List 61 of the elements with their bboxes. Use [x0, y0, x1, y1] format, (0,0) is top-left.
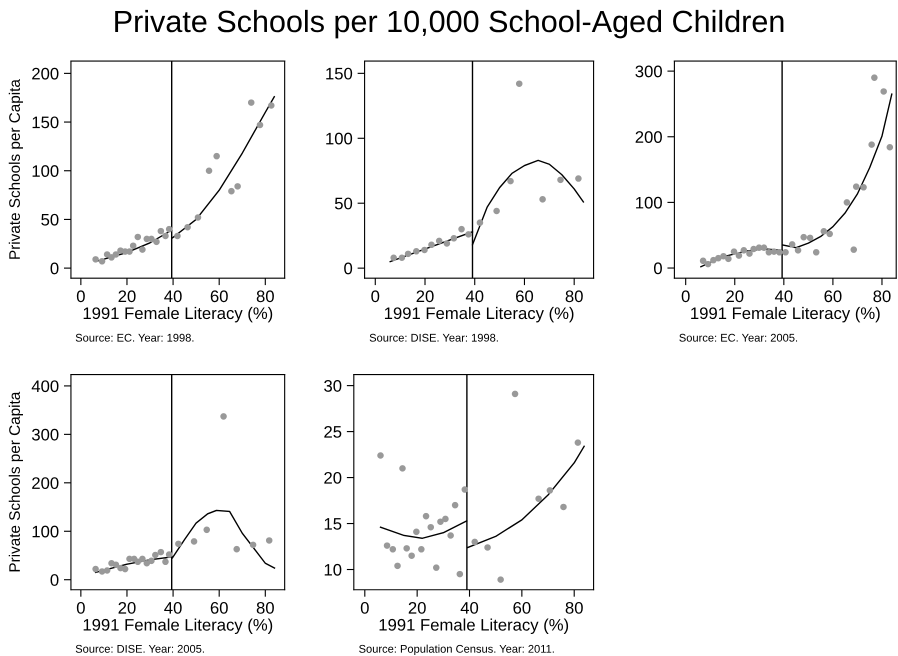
y-tick-label: 30 [324, 380, 342, 392]
x-tick-label: 40 [164, 602, 182, 614]
x-tick-label: 20 [118, 602, 136, 614]
x-tick-label: 40 [164, 290, 182, 302]
x-tick-label: 80 [566, 602, 583, 614]
y-axis-title: Private Schools per Capita [8, 79, 23, 259]
y-tick-label: 100 [32, 526, 58, 538]
y-tick-label: 150 [326, 68, 352, 80]
x-tick-label: 60 [210, 290, 228, 302]
y-tick-label: 50 [334, 198, 352, 210]
y-axis-title: Private Schools per Capita [8, 392, 23, 572]
x-tick-label: 40 [466, 290, 484, 302]
y-tick-label: 400 [32, 380, 58, 392]
y-tick-label: 25 [324, 426, 342, 438]
x-tick-label: 80 [256, 290, 274, 302]
x-tick-label: 20 [416, 290, 434, 302]
x-tick-label: 80 [873, 290, 891, 302]
x-tick-label: 60 [513, 602, 530, 614]
source-note: Source: EC. Year: 1998. [76, 334, 194, 342]
x-tick-label: 60 [210, 602, 228, 614]
y-tick-label: 200 [32, 477, 58, 490]
y-tick-label: 50 [41, 214, 58, 226]
x-tick-label: 0 [371, 290, 380, 302]
y-tick-label: 200 [32, 68, 58, 80]
x-tick-label: 80 [566, 290, 583, 302]
source-note: Source: Population Census. Year: 2011. [359, 644, 554, 655]
x-axis-title: 1991 Female Literacy (%) [691, 306, 880, 322]
y-tick-label: 150 [32, 116, 58, 128]
y-tick-label: 15 [324, 518, 342, 530]
y-tick-label: 100 [636, 196, 662, 209]
text: Private Schools per 10,000 School-Aged Children [115, 10, 784, 38]
x-tick-label: 0 [682, 290, 690, 302]
x-tick-label: 60 [516, 290, 534, 302]
y-tick-label: 100 [326, 132, 352, 144]
x-tick-label: 20 [118, 290, 136, 302]
y-tick-label: 300 [635, 66, 662, 78]
x-axis-title: 1991 Female Literacy (%) [380, 618, 568, 634]
y-tick-label: 200 [636, 131, 662, 143]
y-tick-label: 20 [324, 472, 342, 484]
x-tick-label: 0 [360, 602, 369, 614]
y-tick-label: 0 [50, 574, 58, 586]
y-tick-label: 0 [654, 262, 662, 274]
y-tick-label: 0 [344, 262, 352, 274]
y-tick-label: 100 [32, 165, 58, 177]
source-note: Source: DISE. Year: 2005. [76, 644, 204, 653]
x-tick-label: 80 [256, 602, 274, 614]
source-note: Source: DISE. Year: 1998. [370, 334, 498, 342]
x-axis-title: 1991 Female Literacy (%) [84, 618, 272, 634]
y-tick-label: 0 [50, 262, 58, 274]
x-tick-label: 40 [774, 290, 792, 302]
y-tick-label: 300 [32, 428, 58, 441]
source-note: Source: EC. Year: 2005. [679, 334, 798, 342]
x-tick-label: 20 [408, 602, 426, 614]
y-tick-label: 10 [324, 564, 342, 576]
x-tick-label: 40 [460, 602, 478, 614]
x-axis-title: 1991 Female Literacy (%) [384, 306, 574, 322]
x-tick-label: 60 [824, 290, 842, 302]
x-tick-label: 20 [726, 290, 744, 302]
x-axis-title: 1991 Female Literacy (%) [84, 306, 272, 322]
x-tick-label: 0 [76, 290, 85, 302]
x-tick-label: 0 [76, 602, 85, 614]
